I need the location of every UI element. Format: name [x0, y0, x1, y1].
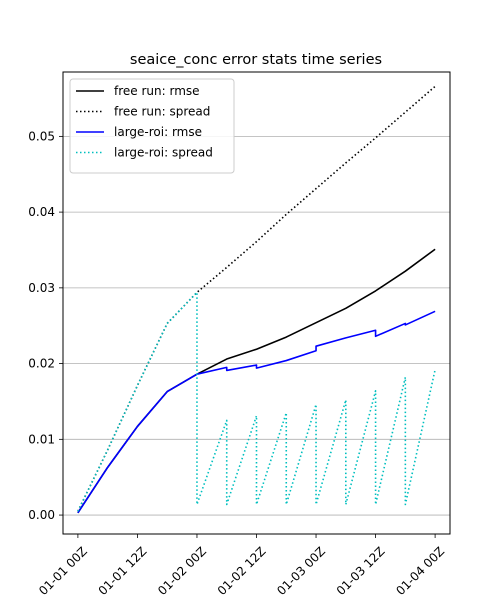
legend-box [69, 78, 235, 174]
y-tick-label: 0.05 [28, 129, 55, 143]
series-line-2 [77, 85, 436, 512]
y-tick-label: 0.02 [28, 357, 55, 371]
y-tick-label: 0.00 [28, 508, 55, 522]
legend: free run: rmse free run: spread large-roi:… [69, 78, 235, 174]
legend-label: free run: rmse [114, 84, 200, 98]
legend-label: free run: spread [114, 105, 210, 119]
y-axis: 0.00 0.01 0.02 0.03 0.04 0.05 [28, 129, 63, 522]
chart-title: seaice_conc error stats time series [130, 52, 382, 68]
series-line-4 [77, 291, 436, 512]
y-tick-label: 0.01 [28, 432, 55, 446]
y-tick-label: 0.04 [28, 205, 55, 219]
series-group [77, 85, 436, 514]
y-tick-label: 0.03 [28, 281, 55, 295]
series-line-3 [77, 310, 436, 514]
legend-label: large-roi: spread [114, 146, 213, 160]
legend-label: large-roi: rmse [114, 125, 202, 139]
